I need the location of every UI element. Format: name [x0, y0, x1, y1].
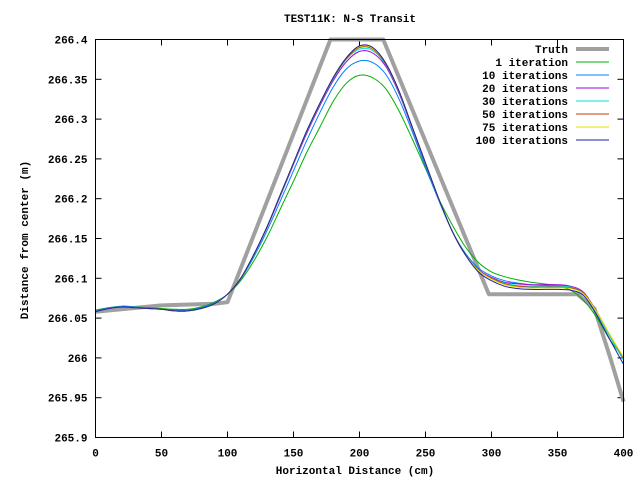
x-axis-label: Horizontal Distance (cm): [276, 466, 434, 478]
y-tick-label: 266.25: [48, 155, 88, 167]
y-tick-label: 266.35: [48, 75, 88, 87]
y-tick-label: 265.95: [48, 394, 88, 406]
y-axis-label: Distance from center (m): [20, 161, 32, 319]
series-line-100-iterations: [95, 44, 624, 365]
x-tick-label: 350: [548, 449, 568, 461]
y-tick-label: 266: [68, 354, 88, 366]
y-tick-label: 266.3: [54, 115, 87, 127]
x-tick-label: 300: [482, 449, 502, 461]
x-tick-label: 0: [92, 449, 99, 461]
y-tick-label: 266.4: [54, 36, 87, 48]
legend-label: 30 iterations: [482, 97, 568, 109]
x-tick-label: 100: [218, 449, 238, 461]
y-tick-label: 266.05: [48, 314, 88, 326]
legend-label: Truth: [535, 45, 568, 57]
y-tick-label: 266.1: [54, 274, 87, 286]
y-tick-label: 265.9: [54, 434, 87, 446]
x-tick-label: 150: [284, 449, 304, 461]
x-tick-label: 200: [350, 449, 370, 461]
plot-frame: [95, 39, 624, 438]
x-tick-label: 400: [614, 449, 634, 461]
legend-label: 75 iterations: [482, 123, 568, 135]
legend-label: 10 iterations: [482, 71, 568, 83]
y-tick-label: 266.15: [48, 235, 88, 247]
legend-label: 100 iterations: [476, 136, 568, 148]
x-tick-label: 50: [155, 449, 168, 461]
chart-title: TEST11K: N-S Transit: [284, 14, 416, 26]
series-line-1-iteration: [95, 74, 624, 359]
x-tick-label: 250: [416, 449, 436, 461]
legend-label: 1 iteration: [495, 58, 568, 70]
legend-label: 20 iterations: [482, 84, 568, 96]
legend-label: 50 iterations: [482, 110, 568, 122]
y-tick-label: 266.2: [54, 195, 87, 207]
